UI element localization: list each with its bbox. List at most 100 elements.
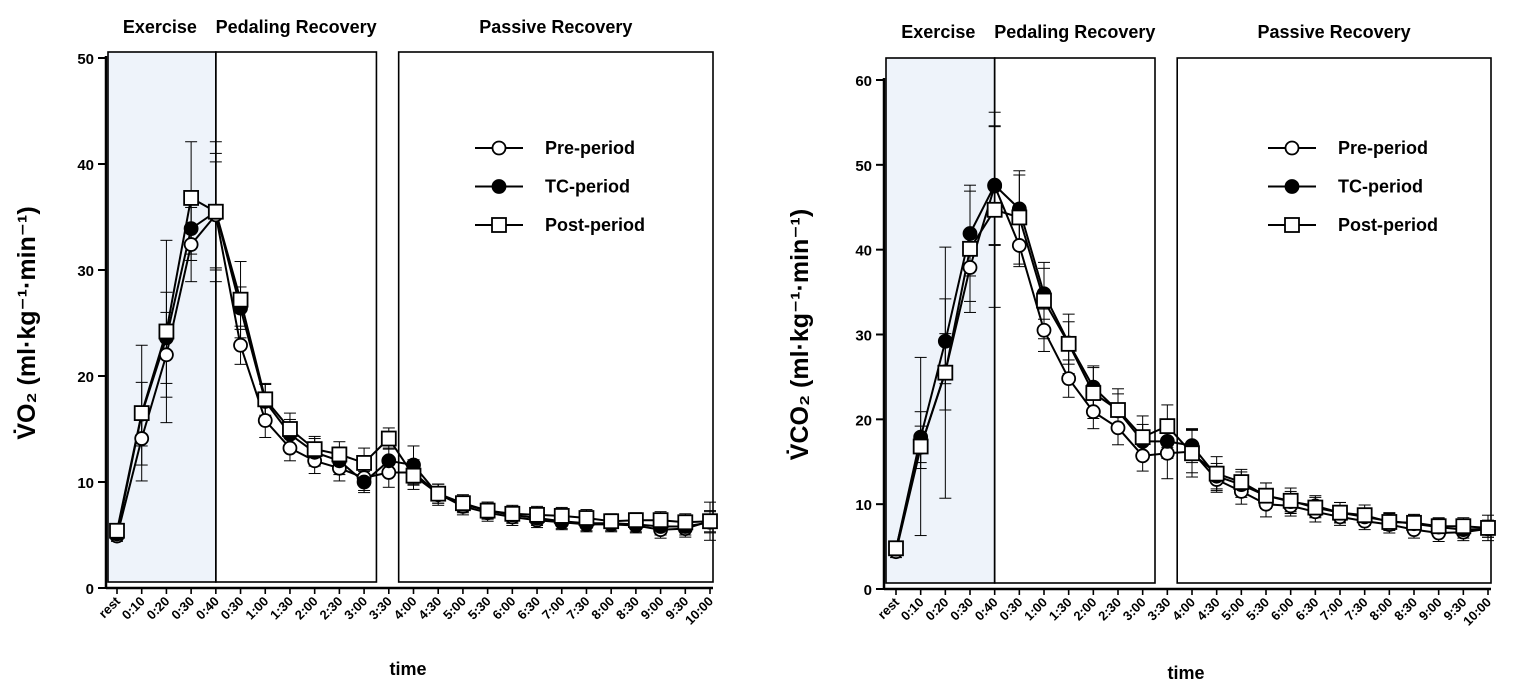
legend-marker-pre-period: [1284, 140, 1300, 156]
phase-box-0: [885, 57, 996, 584]
x-tick-label: 4:30: [1194, 595, 1223, 624]
x-tick-label: 0:20: [144, 594, 173, 623]
phase-label-2: Passive Recovery: [1258, 22, 1411, 42]
post-period-point: [1060, 335, 1077, 352]
phase-label-2: Passive Recovery: [479, 17, 632, 37]
x-tick-label: 8:00: [1366, 595, 1395, 624]
x-tick-label: 3:30: [1144, 595, 1173, 624]
post-period-point: [1134, 429, 1151, 446]
post-period-point: [183, 190, 200, 206]
x-tick-label: 7:30: [564, 594, 593, 623]
x-tick-label: rest: [96, 593, 124, 621]
post-period-point: [232, 291, 249, 308]
x-tick-label: 2:30: [1095, 595, 1124, 624]
post-period-point: [380, 430, 397, 447]
x-tick-label: 5:00: [440, 594, 469, 623]
tc-period-point: [183, 221, 199, 237]
post-period-point: [479, 502, 496, 519]
pre-period-point: [1036, 322, 1052, 338]
post-period-point: [652, 512, 669, 529]
x-tick-label: 4:00: [391, 594, 420, 623]
y-tick-label: 0: [86, 581, 94, 598]
tc-period-point: [381, 453, 397, 469]
post-period-point: [986, 201, 1003, 218]
post-period-point: [1036, 292, 1052, 309]
post-period-point: [1233, 474, 1250, 491]
post-period-point: [1381, 514, 1398, 530]
post-period-point: [1085, 385, 1102, 401]
pre-period-point: [183, 237, 199, 252]
post-period-point: [1011, 209, 1028, 226]
x-tick-label: 9:00: [638, 594, 667, 623]
phase-box-2: [397, 51, 714, 583]
y-tick-label: 50: [855, 158, 872, 175]
y-tick-label: 30: [77, 263, 94, 280]
x-tick-label: 2:30: [316, 594, 345, 623]
post-period-point: [1208, 465, 1225, 482]
pre-period-point: [1085, 404, 1101, 420]
post-period-point: [1332, 504, 1348, 521]
post-period-point: [405, 467, 422, 484]
x-tick-label: 8:30: [613, 594, 642, 623]
post-period-point: [912, 438, 929, 455]
pre-period-point: [1110, 420, 1126, 436]
x-tick-label: 7:00: [539, 594, 568, 623]
post-period-point: [1430, 518, 1447, 535]
x-tick-label: 2:00: [1070, 595, 1099, 624]
x-tick-label: 3:30: [366, 594, 395, 623]
x-tick-label: 0:30: [996, 595, 1025, 624]
y-tick-label: 40: [77, 157, 94, 174]
x-tick-label: 6:30: [1292, 595, 1321, 624]
pre-period-point: [1011, 238, 1027, 253]
post-period-point: [207, 203, 224, 220]
pre-period-point: [1135, 448, 1151, 464]
y-axis-title: V̇O₂ (ml·kg⁻¹·min⁻¹): [12, 206, 41, 439]
x-tick-label: 10:00: [682, 594, 716, 628]
tc-period-point: [1159, 433, 1175, 449]
phase-box-1: [993, 57, 1156, 584]
legend-label-post-period: Post-period: [545, 215, 645, 235]
phase-label-1: Pedaling Recovery: [994, 22, 1155, 42]
y-tick-label: 10: [855, 497, 872, 514]
post-period-point: [109, 522, 125, 539]
pre-period-point: [282, 440, 298, 456]
pre-period-point: [962, 260, 978, 275]
y-tick-label: 10: [77, 475, 94, 492]
post-period-point: [888, 540, 904, 557]
post-period-point: [1356, 507, 1373, 524]
pre-period-point: [159, 347, 174, 363]
x-tick-label: 0:40: [193, 594, 222, 623]
legend-marker-post-period: [491, 217, 507, 233]
phase-box-2: [1176, 57, 1492, 584]
post-period-point: [1455, 518, 1472, 535]
x-tick-label: 4:30: [415, 594, 444, 623]
x-tick-label: 0:40: [972, 595, 1001, 624]
post-period-point: [1307, 499, 1324, 516]
y-tick-label: 20: [855, 412, 872, 429]
post-period-point: [1282, 492, 1299, 509]
x-tick-label: 0:10: [119, 594, 148, 623]
post-period-point: [1184, 445, 1200, 462]
legend-label-tc-period: TC-period: [545, 177, 630, 197]
legend-label-post-period: Post-period: [1338, 215, 1438, 235]
post-period-point: [1110, 402, 1126, 418]
post-period-point: [306, 441, 323, 458]
x-tick-label: 6:30: [514, 594, 543, 623]
legend: Pre-period TC-period Post-period: [475, 138, 645, 235]
x-tick-label: 1:00: [242, 594, 271, 623]
phase-label-0: Exercise: [901, 22, 975, 42]
x-tick-label: 1:30: [267, 594, 296, 623]
y-axis-title: V̇CO₂ (ml·kg⁻¹·min⁻¹): [785, 209, 814, 460]
post-period-markers: [109, 190, 718, 539]
post-period-point: [937, 364, 954, 381]
vo2-chart: Exercise Pedaling Recovery Passive Recover…: [12, 17, 718, 679]
post-period-point: [257, 391, 274, 408]
x-tick-label: 7:00: [1317, 595, 1346, 624]
tc-period-point: [937, 333, 953, 349]
x-tick-label: 3:00: [341, 594, 370, 623]
x-tick-label: 0:10: [898, 595, 927, 624]
x-tick-label: 5:00: [1218, 595, 1247, 624]
post-period-point: [356, 455, 372, 471]
phase-label-1: Pedaling Recovery: [216, 17, 377, 37]
